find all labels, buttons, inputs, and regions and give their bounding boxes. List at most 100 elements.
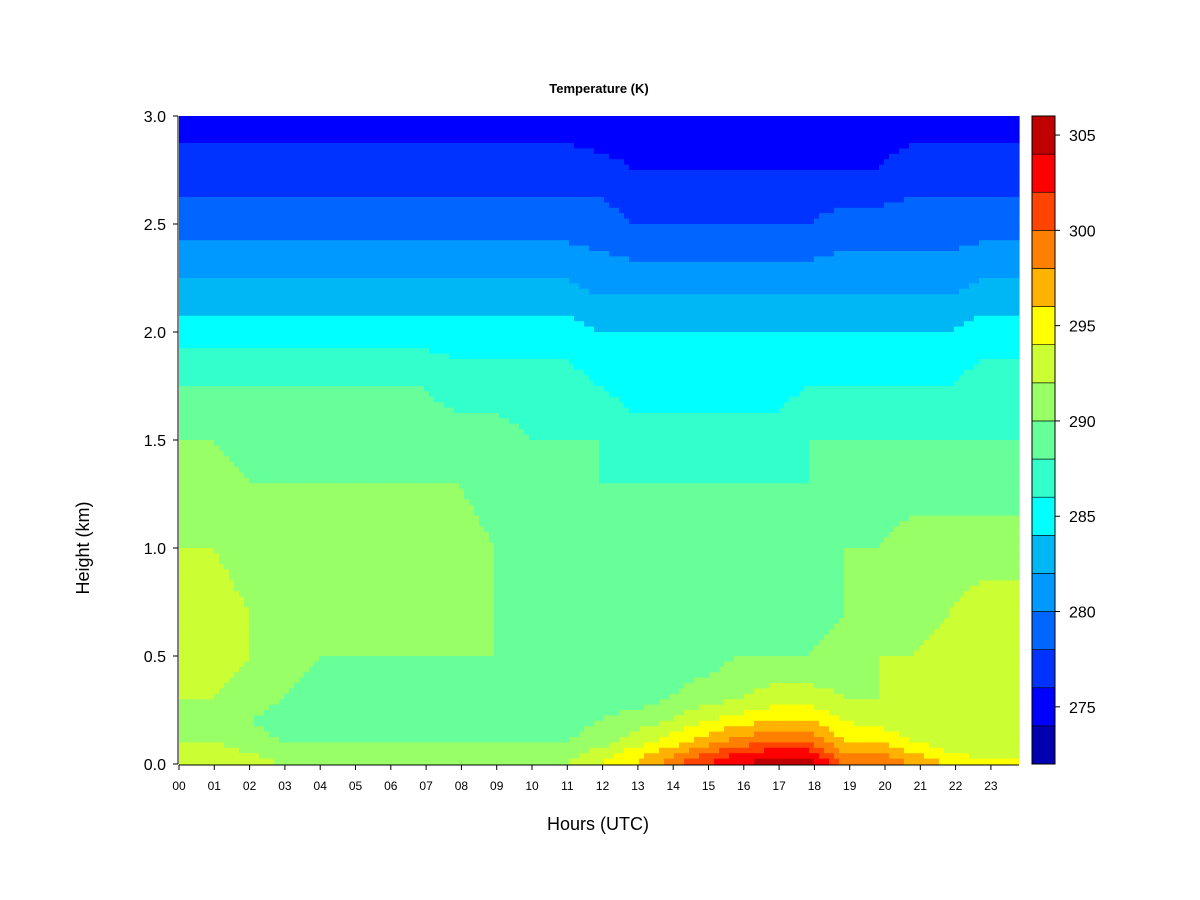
heatmap-cell xyxy=(934,256,940,262)
heatmap-cell xyxy=(764,197,770,203)
heatmap-cell xyxy=(584,148,590,154)
heatmap-cell xyxy=(849,246,855,252)
heatmap-cell xyxy=(609,229,615,235)
heatmap-cell xyxy=(474,251,480,257)
heatmap-cell xyxy=(244,213,250,219)
heatmap-cell xyxy=(594,246,600,252)
heatmap-cell xyxy=(789,165,795,171)
heatmap-cell xyxy=(809,213,815,219)
heatmap-cell xyxy=(429,224,435,230)
heatmap-cell xyxy=(599,154,605,160)
heatmap-cell xyxy=(314,240,320,246)
heatmap-cell xyxy=(629,219,635,225)
heatmap-cell xyxy=(929,267,935,273)
heatmap-cell xyxy=(709,202,715,208)
heatmap-cell xyxy=(749,256,755,262)
heatmap-cell xyxy=(199,246,205,252)
heatmap-cell xyxy=(414,219,420,225)
heatmap-cell xyxy=(454,148,460,154)
heatmap-cell xyxy=(549,170,555,176)
heatmap-cell xyxy=(744,192,750,198)
heatmap-cell xyxy=(624,246,630,252)
heatmap-cell xyxy=(344,192,350,198)
heatmap-cell xyxy=(529,240,535,246)
heatmap-cell xyxy=(769,132,775,138)
heatmap-cell xyxy=(279,116,285,122)
heatmap-cell xyxy=(764,159,770,165)
heatmap-cell xyxy=(989,132,995,138)
heatmap-cell xyxy=(424,121,430,127)
heatmap-cell xyxy=(534,202,540,208)
heatmap-cell xyxy=(534,127,540,133)
heatmap-cell xyxy=(529,224,535,230)
heatmap-cell xyxy=(774,154,780,160)
heatmap-cell xyxy=(424,240,430,246)
heatmap-cell xyxy=(314,202,320,208)
heatmap-cell xyxy=(484,251,490,257)
heatmap-cell xyxy=(1014,219,1020,225)
heatmap-cell xyxy=(384,143,390,149)
heatmap-cell xyxy=(704,132,710,138)
heatmap-cell xyxy=(184,181,190,187)
heatmap-cell xyxy=(449,224,455,230)
heatmap-cell xyxy=(189,121,195,127)
heatmap-cell xyxy=(364,213,370,219)
heatmap-cell xyxy=(269,246,275,252)
heatmap-cell xyxy=(429,202,435,208)
heatmap-cell xyxy=(684,251,690,257)
heatmap-cell xyxy=(924,246,930,252)
heatmap-cell xyxy=(804,116,810,122)
heatmap-cell xyxy=(779,175,785,181)
heatmap-cell xyxy=(819,202,825,208)
heatmap-cell xyxy=(454,159,460,165)
heatmap-cell xyxy=(544,170,550,176)
heatmap-cell xyxy=(439,186,445,192)
heatmap-cell xyxy=(999,224,1005,230)
heatmap-cell xyxy=(969,116,975,122)
heatmap-cell xyxy=(964,240,970,246)
heatmap-cell xyxy=(734,213,740,219)
heatmap-cell xyxy=(769,159,775,165)
heatmap-cell xyxy=(659,240,665,246)
heatmap-cell xyxy=(479,256,485,262)
heatmap-cell xyxy=(319,219,325,225)
heatmap-cell xyxy=(344,273,350,279)
heatmap-cell xyxy=(679,262,685,268)
heatmap-cell xyxy=(279,165,285,171)
heatmap-cell xyxy=(854,235,860,241)
heatmap-cell xyxy=(869,116,875,122)
heatmap-cell xyxy=(584,197,590,203)
heatmap-cell xyxy=(659,273,665,279)
heatmap-cell xyxy=(259,165,265,171)
heatmap-cell xyxy=(549,186,555,192)
heatmap-cell xyxy=(939,246,945,252)
heatmap-cell xyxy=(634,246,640,252)
heatmap-cell xyxy=(469,127,475,133)
heatmap-cell xyxy=(424,229,430,235)
heatmap-cell xyxy=(764,143,770,149)
heatmap-cell xyxy=(604,273,610,279)
heatmap-cell xyxy=(954,197,960,203)
heatmap-cell xyxy=(369,251,375,257)
heatmap-cell xyxy=(414,175,420,181)
heatmap-cell xyxy=(914,148,920,154)
heatmap-cell xyxy=(389,240,395,246)
heatmap-cell xyxy=(769,148,775,154)
heatmap-cell xyxy=(979,192,985,198)
heatmap-cell xyxy=(534,154,540,160)
heatmap-cell xyxy=(259,267,265,273)
heatmap-cell xyxy=(519,170,525,176)
heatmap-cell xyxy=(1004,202,1010,208)
heatmap-cell xyxy=(819,181,825,187)
heatmap-cell xyxy=(194,148,200,154)
heatmap-cell xyxy=(684,143,690,149)
heatmap-cell xyxy=(739,165,745,171)
heatmap-cell xyxy=(309,229,315,235)
heatmap-cell xyxy=(404,121,410,127)
heatmap-cell xyxy=(244,192,250,198)
heatmap-cell xyxy=(379,240,385,246)
heatmap-cell xyxy=(969,192,975,198)
heatmap-cell xyxy=(559,208,565,214)
heatmap-cell xyxy=(864,197,870,203)
heatmap-cell xyxy=(594,202,600,208)
